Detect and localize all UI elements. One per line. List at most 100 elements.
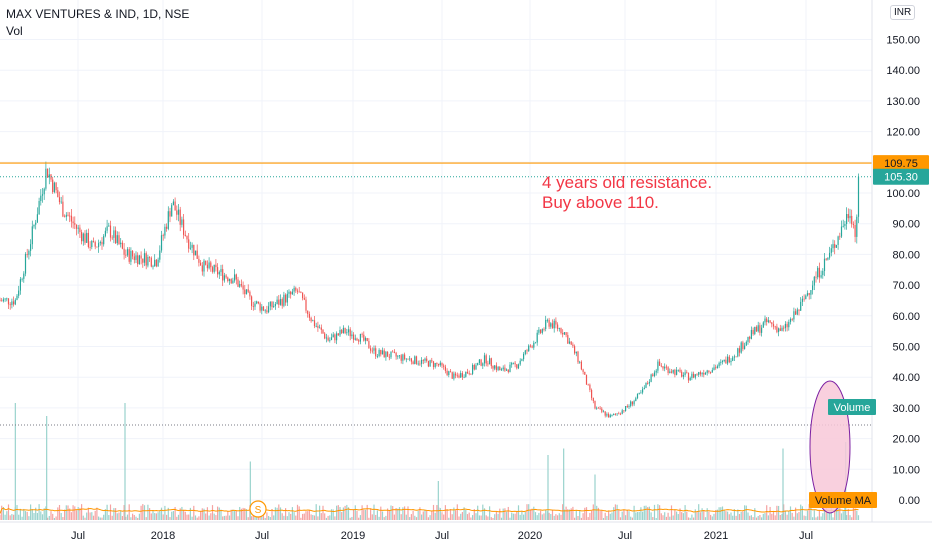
volume-bar: [300, 517, 302, 520]
candle-body: [606, 414, 608, 416]
volume-bar: [53, 517, 55, 520]
volume-bar: [169, 517, 171, 520]
volume-bar: [446, 509, 448, 520]
volume-bar: [103, 514, 105, 520]
volume-bar: [504, 508, 506, 520]
candle-body: [438, 364, 440, 366]
volume-bar: [424, 510, 426, 520]
time-tick-label: 2021: [704, 530, 728, 542]
candle-body: [704, 372, 707, 375]
dividend-marker[interactable]: S: [249, 500, 267, 518]
candle-body: [776, 326, 778, 333]
candle-body: [227, 277, 229, 281]
candle-body: [708, 370, 710, 373]
volume-bar: [665, 516, 667, 520]
volume-bar: [669, 516, 671, 520]
candle-body: [625, 406, 627, 411]
volume-bar: [128, 504, 130, 520]
time-axis[interactable]: Jul 2018 Jul 2019 Jul 2020 Jul 2021 Jul: [0, 521, 932, 542]
volume-bar: [526, 504, 528, 520]
candle-body: [490, 358, 492, 367]
volume-bar: [6, 511, 8, 520]
candle-body: [211, 267, 214, 272]
candle-body: [534, 342, 537, 344]
candle-body: [370, 348, 372, 351]
volume-bar: [286, 516, 288, 520]
volume-bar: [472, 515, 474, 520]
volume-bar: [517, 505, 520, 520]
candle-body: [599, 407, 601, 409]
candle-body: [57, 190, 59, 198]
candle-body: [681, 371, 683, 377]
volume-bar: [606, 515, 608, 520]
volume-bar: [623, 509, 625, 520]
volume-bar: [98, 516, 100, 520]
volume-bar: [431, 510, 433, 520]
candle-body: [285, 294, 287, 303]
volume-bar: [363, 509, 365, 520]
candle-body: [264, 310, 266, 312]
volume-bar: [371, 514, 373, 520]
candle-body: [279, 299, 282, 305]
volume-bar: [266, 512, 268, 520]
candle-body: [421, 359, 423, 364]
candle-body: [157, 259, 159, 267]
volume-bar: [519, 514, 521, 520]
candle-body: [104, 230, 106, 236]
volume-bar: [133, 514, 135, 520]
volume-bar: [499, 508, 501, 520]
candle-body: [98, 243, 100, 248]
currency-badge[interactable]: INR: [890, 5, 916, 20]
candle-body: [740, 342, 742, 353]
price-tick-label: 130.00: [886, 96, 920, 108]
volume-bar: [482, 504, 484, 520]
volume-bar: [670, 505, 673, 520]
candle-body: [344, 327, 346, 333]
volume-bar: [771, 513, 773, 520]
candle-body: [268, 306, 270, 313]
volume-bar: [303, 513, 305, 520]
volume-bar: [307, 511, 309, 520]
volume-bar: [349, 517, 351, 520]
candle-body: [45, 168, 47, 189]
candle-body: [242, 285, 244, 290]
candle-body: [65, 214, 67, 217]
volume-bar: [405, 514, 407, 520]
candle-body: [676, 369, 678, 375]
candle-body: [686, 372, 688, 374]
candle-body: [733, 356, 735, 358]
candle-body: [614, 413, 616, 415]
candle-body: [449, 371, 452, 373]
volume-bar: [47, 517, 49, 520]
candle-body: [587, 384, 589, 386]
candle-body: [330, 337, 333, 340]
volume-bar: [429, 515, 431, 520]
volume-ma-label-bg: [809, 492, 877, 508]
candle-body: [234, 274, 236, 281]
volume-bar: [402, 507, 404, 520]
candle-body: [584, 371, 586, 375]
volume-bar: [432, 504, 435, 520]
candle-body: [225, 275, 227, 278]
candle-body: [480, 359, 482, 366]
candle-body: [23, 273, 25, 279]
candle-body: [140, 255, 142, 259]
candle-body: [86, 232, 88, 243]
volume-bar: [560, 514, 562, 520]
volume-indicator-label[interactable]: Vol: [6, 24, 23, 38]
volume-bar: [543, 513, 545, 520]
volume-bar: [779, 514, 781, 520]
volume-bar: [213, 513, 215, 520]
candle-body: [727, 356, 729, 364]
volume-bar: [842, 511, 844, 520]
candles: [0, 161, 860, 418]
volume-bar: [778, 505, 780, 520]
price-axis[interactable]: 150.00140.00130.00120.00110.00100.0090.0…: [871, 0, 920, 522]
price-tick-label: 150.00: [886, 35, 920, 47]
volume-bar: [830, 506, 832, 520]
candle-body: [286, 293, 288, 303]
candle-body: [291, 291, 293, 295]
volume-bar: [7, 504, 10, 520]
candle-body: [26, 254, 28, 255]
